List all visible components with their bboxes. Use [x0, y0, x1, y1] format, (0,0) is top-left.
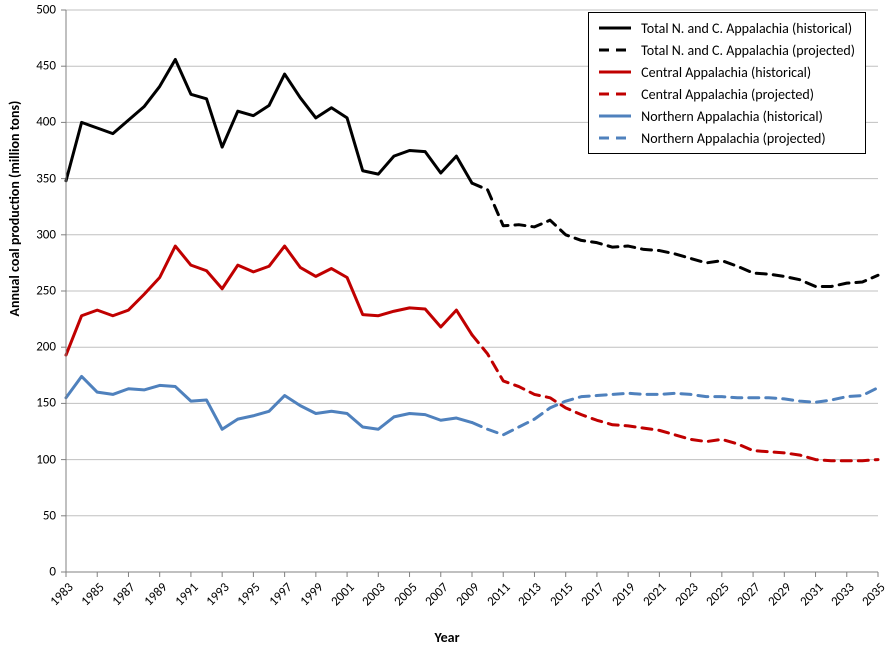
y-axis-label: Annual coal production (million tons)	[6, 101, 23, 317]
chart-container: { "chart": { "type": "line", "background…	[0, 0, 894, 650]
legend-item-northern_p: Northern Appalachia (projected)	[597, 127, 855, 149]
legend-label: Central Appalachia (projected)	[641, 86, 814, 103]
legend: Total N. and C. Appalachia (historical) T…	[588, 12, 866, 154]
legend-swatch-icon	[597, 65, 633, 79]
x-axis-label: Year	[434, 629, 459, 646]
legend-swatch-icon	[597, 87, 633, 101]
legend-item-northern_h: Northern Appalachia (historical)	[597, 105, 855, 127]
y-tick: 250	[36, 284, 56, 299]
y-tick: 300	[36, 227, 56, 242]
legend-label: Northern Appalachia (projected)	[641, 130, 826, 147]
legend-item-central_p: Central Appalachia (projected)	[597, 83, 855, 105]
legend-label: Northern Appalachia (historical)	[641, 108, 823, 125]
legend-swatch-icon	[597, 43, 633, 57]
y-tick: 450	[36, 59, 56, 74]
legend-item-central_h: Central Appalachia (historical)	[597, 61, 855, 83]
y-tick: 0	[49, 565, 56, 580]
legend-label: Central Appalachia (historical)	[641, 64, 811, 81]
y-tick: 400	[36, 115, 56, 130]
y-tick: 50	[43, 508, 56, 523]
legend-swatch-icon	[597, 131, 633, 145]
legend-swatch-icon	[597, 109, 633, 123]
legend-label: Total N. and C. Appalachia (projected)	[641, 42, 855, 59]
legend-swatch-icon	[597, 21, 633, 35]
y-tick: 150	[36, 396, 56, 411]
y-tick: 350	[36, 171, 56, 186]
legend-item-total_p: Total N. and C. Appalachia (projected)	[597, 39, 855, 61]
y-tick: 500	[36, 3, 56, 18]
legend-item-total_h: Total N. and C. Appalachia (historical)	[597, 17, 855, 39]
legend-label: Total N. and C. Appalachia (historical)	[641, 20, 852, 37]
y-tick: 200	[36, 340, 56, 355]
y-tick: 100	[36, 452, 56, 467]
